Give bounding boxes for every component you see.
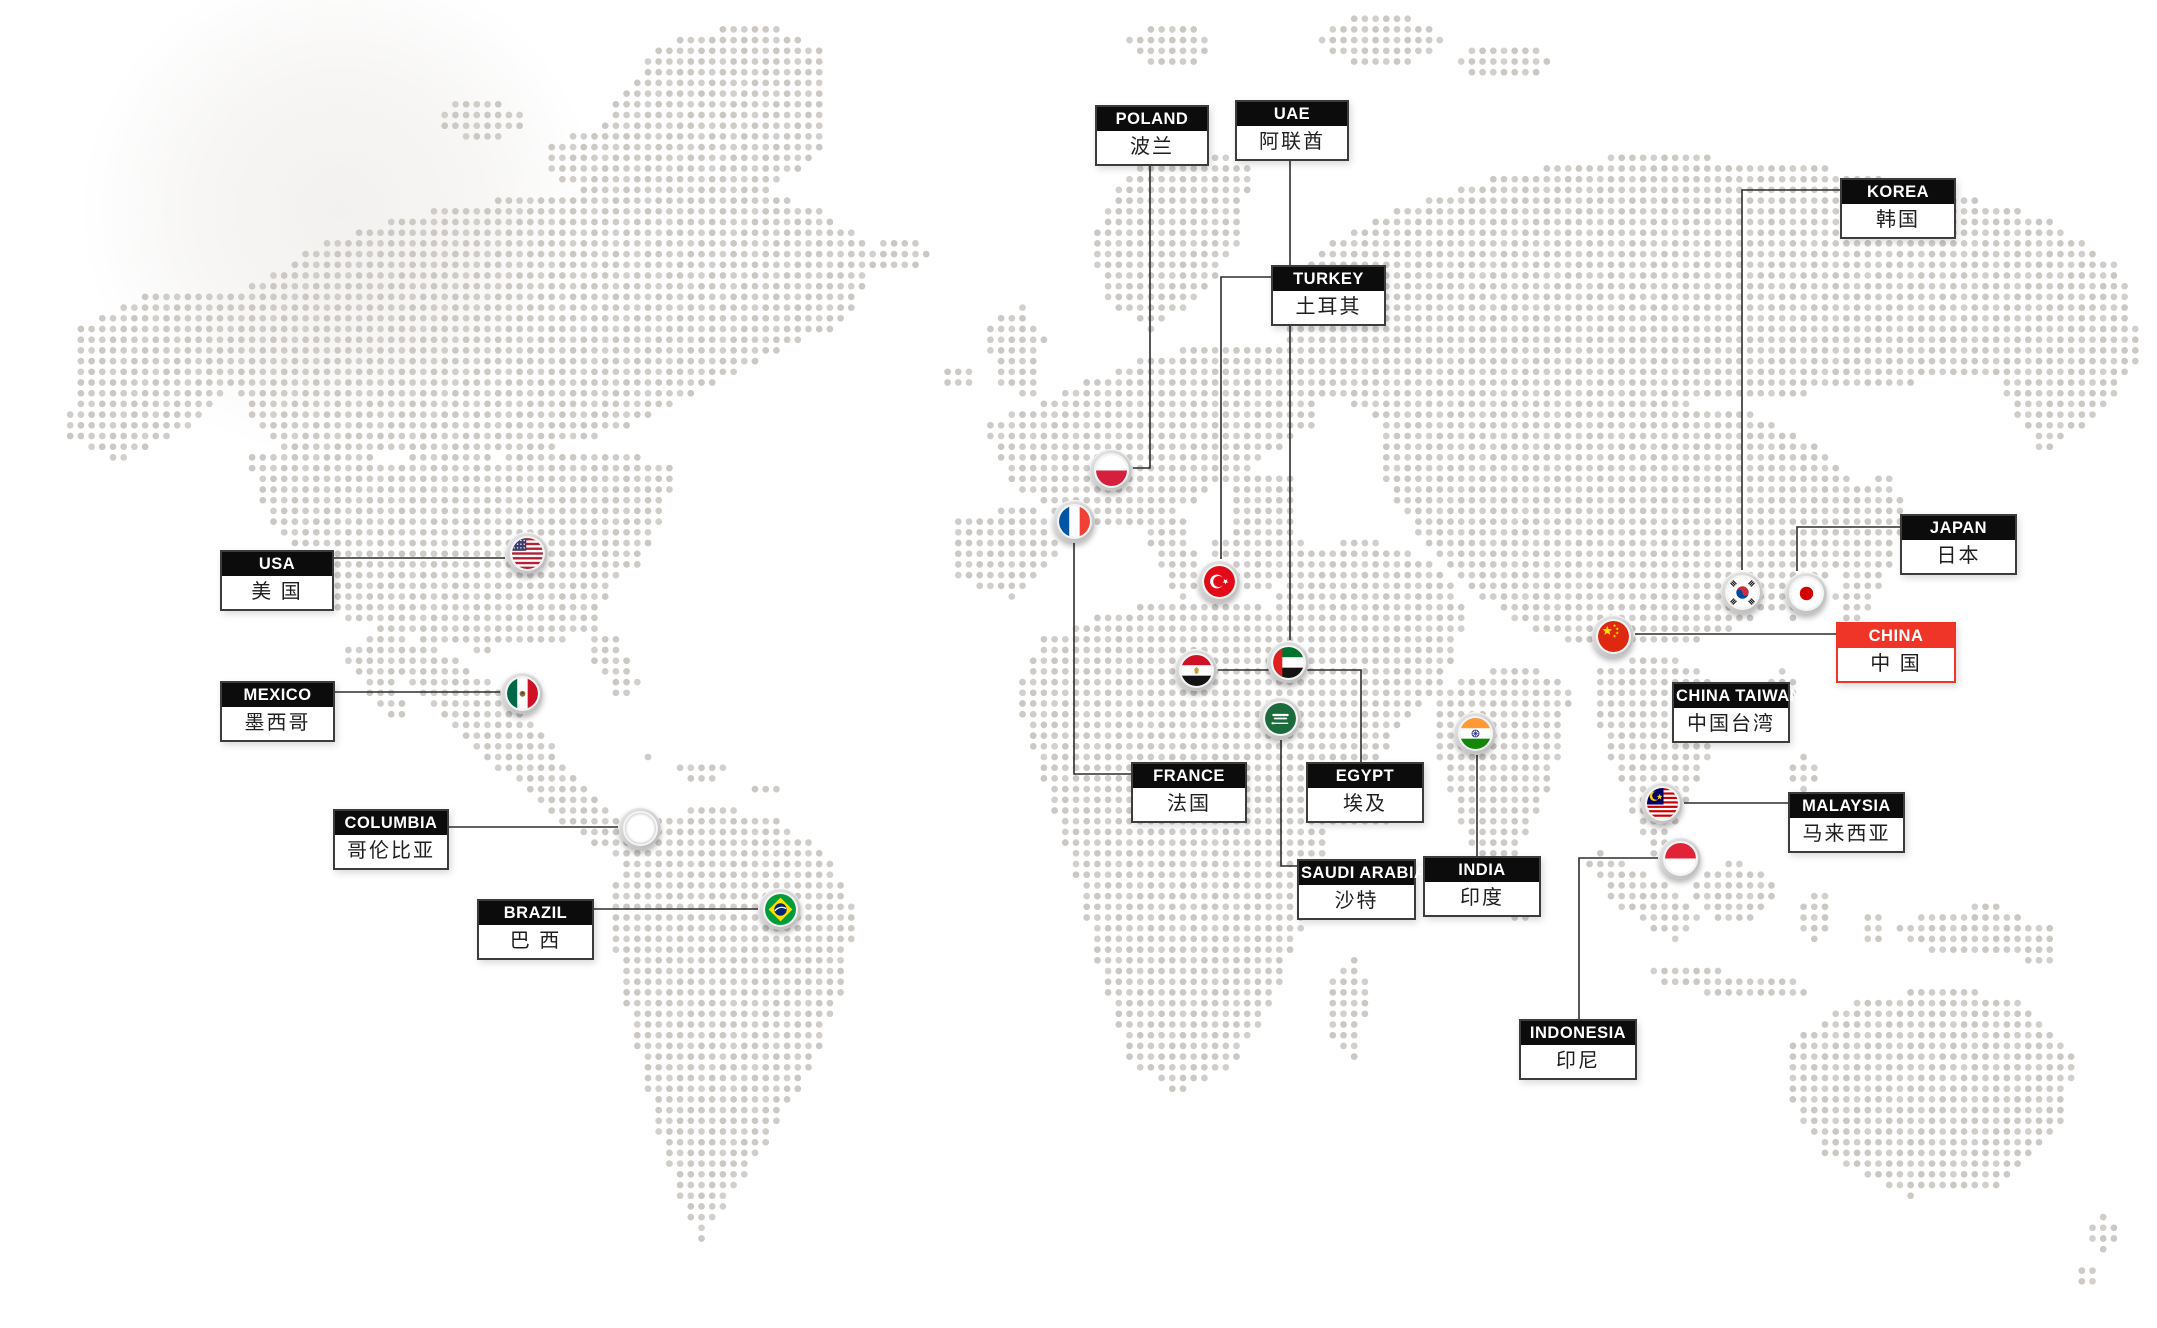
saudi-arabia-flag-icon [1264,702,1296,734]
france-flag-icon [1058,505,1090,537]
country-name-zh: 埃及 [1308,788,1422,821]
country-label-japan: JAPAN 日本 [1900,514,2017,575]
country-name-zh: 中国台湾 [1674,708,1788,741]
country-name-zh: 哥伦比亚 [335,835,447,868]
connector-line-france [1073,543,1131,775]
country-name-en: TURKEY [1273,267,1384,291]
country-name-en: MALAYSIA [1790,794,1903,818]
egypt-flag-icon [1180,654,1212,686]
country-name-en: SAUDI ARABIA [1299,861,1426,885]
country-name-zh: 波兰 [1097,131,1207,164]
country-marker-indonesia [1659,837,1701,879]
country-marker-saudi_arabia [1259,697,1301,739]
country-name-zh: 中 国 [1838,648,1954,681]
country-name-zh: 巴 西 [479,925,592,958]
china-flag-icon [1597,620,1629,652]
country-name-zh: 印尼 [1521,1045,1635,1078]
indonesia-flag-icon [1664,842,1696,874]
country-marker-china [1592,615,1634,657]
country-label-korea: KOREA 韩国 [1840,178,1956,239]
country-label-indonesia: INDONESIA 印尼 [1519,1019,1637,1080]
mexico-flag-icon [506,677,538,709]
connector-line-turkey [1220,276,1271,559]
country-name-en: INDIA [1425,858,1539,882]
country-marker-korea [1721,571,1763,613]
connector-line-korea [1741,189,1840,570]
country-name-en: MEXICO [222,683,333,707]
country-name-zh: 沙特 [1299,885,1414,918]
country-label-uae: UAE 阿联酋 [1235,100,1349,161]
country-marker-japan [1785,572,1827,614]
country-marker-columbia: undefined [619,807,661,849]
country-label-china: CHINA 中 国 [1836,622,1956,683]
country-name-en: COLUMBIA [335,811,447,835]
country-label-usa: USA 美 国 [220,550,334,611]
country-marker-poland [1090,449,1132,491]
country-name-en: CHINA TAIWAN [1674,684,1802,708]
country-name-en: USA [222,552,332,576]
country-name-en: EGYPT [1308,764,1422,788]
connector-line-saudi_arabia [1280,740,1297,867]
country-marker-india [1454,712,1496,754]
country-name-en: KOREA [1842,180,1954,204]
connector-line-poland [1133,162,1151,469]
country-name-en: POLAND [1097,107,1207,131]
country-name-en: FRANCE [1133,764,1245,788]
country-label-saudi_arabia: SAUDI ARABIA 沙特 [1297,859,1426,920]
country-name-en: INDONESIA [1521,1021,1635,1045]
country-label-brazil: BRAZIL 巴 西 [477,899,594,960]
country-name-zh: 韩国 [1842,204,1954,237]
malaysia-flag-icon [1646,787,1678,819]
country-label-egypt: EGYPT 埃及 [1306,762,1424,823]
country-name-en: JAPAN [1902,516,2015,540]
country-label-poland: POLAND 波兰 [1095,105,1209,166]
country-name-zh: 美 国 [222,576,332,609]
country-name-zh: 土耳其 [1273,291,1384,324]
country-label-malaysia: MALAYSIA 马来西亚 [1788,792,1905,853]
colombia-flag-icon: undefined [624,812,656,844]
country-name-zh: 印度 [1425,882,1539,915]
connector-line-egypt [1218,669,1362,762]
connector-line-indonesia [1578,857,1658,1019]
country-label-china_taiwan: CHINA TAIWAN 中国台湾 [1672,682,1802,743]
country-name-zh: 日本 [1902,540,2015,573]
country-name-en: CHINA [1838,624,1954,648]
brazil-flag-icon [764,893,796,925]
country-label-turkey: TURKEY 土耳其 [1271,265,1386,326]
korea-flag-icon [1726,576,1758,608]
country-marker-brazil [759,888,801,930]
poland-flag-icon [1095,454,1127,486]
country-marker-egypt [1175,649,1217,691]
country-name-en: BRAZIL [479,901,592,925]
country-label-mexico: MEXICO 墨西哥 [220,681,335,742]
country-label-india: INDIA 印度 [1423,856,1541,917]
country-label-france: FRANCE 法国 [1131,762,1247,823]
uae-flag-icon [1272,646,1304,678]
usa-flag-icon [511,537,543,569]
turkey-flag-icon [1203,565,1235,597]
connector-line-japan [1796,526,1900,571]
japan-flag-icon [1790,577,1822,609]
country-name-zh: 法国 [1133,788,1245,821]
country-name-zh: 阿联酋 [1237,126,1347,159]
country-marker-uae [1267,641,1309,683]
country-marker-usa [506,532,548,574]
country-name-zh: 墨西哥 [222,707,333,740]
country-marker-malaysia [1641,782,1683,824]
country-marker-mexico [501,672,543,714]
india-flag-icon [1459,717,1491,749]
country-name-en: UAE [1237,102,1347,126]
country-marker-france [1053,500,1095,542]
country-marker-turkey [1198,560,1240,602]
country-name-zh: 马来西亚 [1790,818,1903,851]
country-label-columbia: COLUMBIA 哥伦比亚 [333,809,449,870]
